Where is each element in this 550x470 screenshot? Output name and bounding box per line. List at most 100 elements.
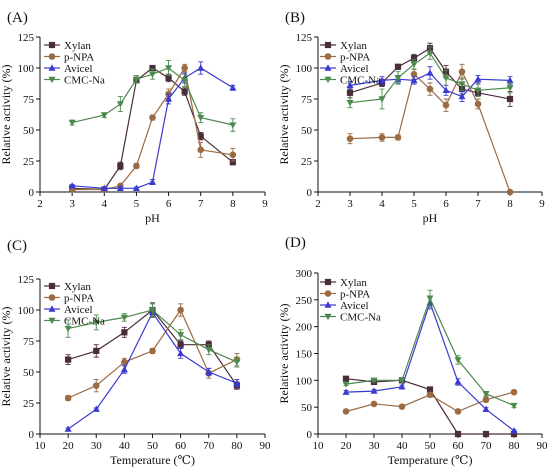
y-tick-label: 0 xyxy=(307,187,313,199)
legend-label: Xylan xyxy=(64,40,91,52)
data-point xyxy=(474,87,482,95)
x-tick-label: 70 xyxy=(481,440,493,452)
data-point xyxy=(506,85,514,92)
data-point xyxy=(474,75,482,82)
data-point xyxy=(370,387,378,394)
data-point xyxy=(346,100,354,107)
panel-label: (B) xyxy=(285,10,305,26)
legend-marker xyxy=(48,41,56,49)
series-p-npa xyxy=(346,63,514,196)
data-point xyxy=(181,88,188,95)
y-tick-label: 25 xyxy=(23,398,35,410)
x-tick-label: 5 xyxy=(411,198,417,210)
data-point xyxy=(121,329,128,336)
data-point xyxy=(229,159,236,166)
x-tick-label: 8 xyxy=(507,198,513,210)
x-tick-label: 60 xyxy=(175,440,187,452)
data-point xyxy=(149,307,156,314)
data-point xyxy=(342,388,350,395)
data-point xyxy=(398,383,406,390)
data-point xyxy=(378,76,386,84)
legend-marker xyxy=(48,317,56,325)
y-tick-label: 0 xyxy=(307,429,313,441)
legend-marker xyxy=(48,305,56,312)
y-axis-label: Relative activity (%) xyxy=(0,307,13,407)
legend-label: CMC-Na xyxy=(340,75,381,87)
data-point xyxy=(181,77,189,85)
data-point xyxy=(410,76,418,84)
data-point xyxy=(197,114,205,122)
legend-marker xyxy=(48,53,56,60)
data-point xyxy=(474,100,482,108)
y-tick-label: 150 xyxy=(296,349,313,361)
y-tick-label: 125 xyxy=(18,32,35,44)
data-point xyxy=(342,381,350,388)
y-tick-label: 50 xyxy=(23,367,35,379)
data-point xyxy=(100,184,108,191)
y-axis-label: Relative activity (%) xyxy=(277,65,291,165)
panel-label: (D) xyxy=(285,235,306,251)
data-point xyxy=(64,394,72,402)
panel-a: (A) 2 3 4 5 6 7 8 9 0 25 50 75 100 125 pH Relative activ… xyxy=(0,10,268,225)
x-tick-label: 6 xyxy=(166,198,172,210)
data-point xyxy=(370,400,378,408)
y-tick-label: 75 xyxy=(23,336,35,348)
x-axis-label: pH xyxy=(423,211,438,225)
legend-marker xyxy=(48,76,56,84)
x-tick-label: 2 xyxy=(315,198,321,210)
data-point xyxy=(181,64,188,72)
series-avicel xyxy=(64,307,241,432)
legend-label: Xylan xyxy=(64,281,91,293)
y-tick-label: 250 xyxy=(296,295,313,307)
data-point xyxy=(149,347,156,355)
data-point xyxy=(165,95,173,102)
data-point xyxy=(92,405,100,412)
series-cmc-na xyxy=(64,302,241,368)
data-point xyxy=(233,359,241,366)
data-point xyxy=(454,357,462,364)
data-point xyxy=(100,112,108,119)
data-point xyxy=(64,425,72,432)
data-point xyxy=(149,114,156,121)
x-tick-label: 7 xyxy=(475,198,481,210)
data-point xyxy=(394,63,402,70)
series-cmc-na xyxy=(346,46,514,110)
data-point xyxy=(197,133,204,140)
y-tick-label: 125 xyxy=(18,274,35,286)
x-tick-label: 40 xyxy=(397,440,409,452)
legend-label: p-NPA xyxy=(340,289,370,301)
x-tick-label: 60 xyxy=(453,440,465,452)
series-p-npa xyxy=(342,388,518,415)
legend-marker xyxy=(324,76,332,84)
y-tick-label: 75 xyxy=(301,94,313,106)
data-point xyxy=(132,76,140,83)
data-point xyxy=(458,92,466,100)
data-point xyxy=(92,319,100,327)
data-point xyxy=(120,314,128,322)
data-point xyxy=(346,81,354,89)
data-point xyxy=(68,182,76,189)
x-tick-label: 6 xyxy=(443,198,449,210)
data-point xyxy=(506,95,514,103)
legend-label: p-NPA xyxy=(340,52,370,64)
data-point xyxy=(482,430,490,438)
data-point xyxy=(442,86,450,94)
y-tick-label: 100 xyxy=(296,375,313,387)
legend-label: p-NPA xyxy=(64,52,94,64)
legend-label: Avicel xyxy=(340,63,369,75)
y-tick-label: 100 xyxy=(18,63,35,75)
y-tick-label: 0 xyxy=(29,429,35,441)
panel-label: (C) xyxy=(7,238,27,254)
legend-marker xyxy=(324,53,332,60)
y-axis-label: Relative activity (%) xyxy=(277,304,291,404)
x-tick-label: 4 xyxy=(102,198,108,210)
data-point xyxy=(398,403,406,410)
data-point xyxy=(410,61,418,68)
x-tick-label: 3 xyxy=(347,198,353,210)
panel-c: (C) 10 20 30 40 50 60 70 80 90 0 25 50 75 100 125 Temper… xyxy=(0,238,271,467)
data-point xyxy=(510,430,518,438)
data-point xyxy=(229,84,237,91)
data-point xyxy=(394,75,402,82)
data-point xyxy=(454,378,462,385)
